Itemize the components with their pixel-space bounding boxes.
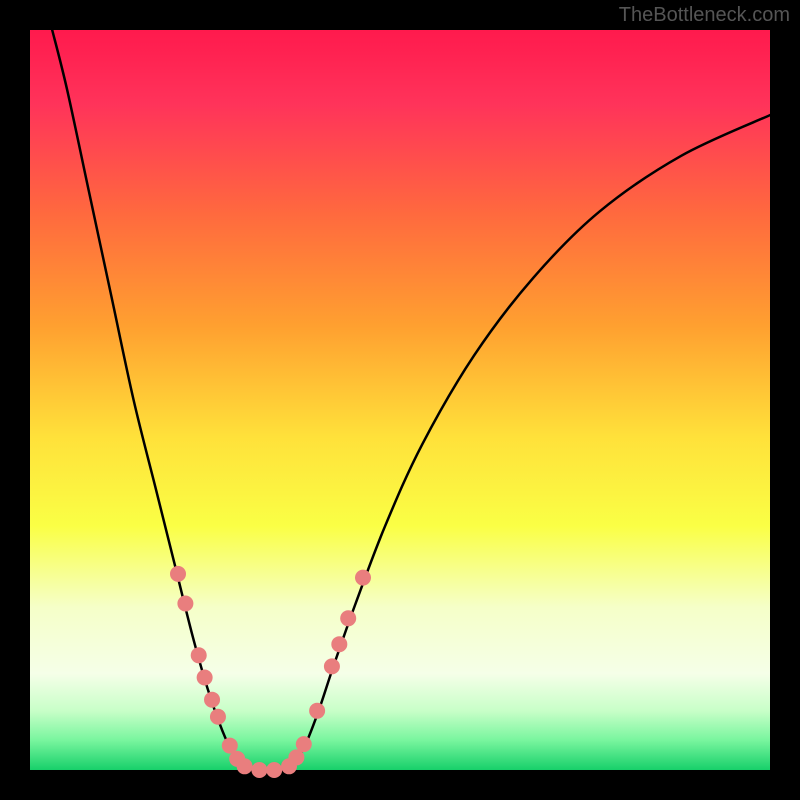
data-marker [266,762,282,778]
data-marker [355,570,371,586]
data-marker [251,762,267,778]
bottleneck-chart-svg [0,0,800,800]
data-marker [324,658,340,674]
data-marker [309,703,325,719]
data-marker [210,709,226,725]
data-marker [331,636,347,652]
data-marker [340,610,356,626]
data-marker [177,596,193,612]
gradient-background [30,30,770,770]
data-marker [237,758,253,774]
data-marker [204,692,220,708]
chart-frame: TheBottleneck.com [0,0,800,800]
data-marker [191,647,207,663]
data-marker [296,736,312,752]
data-marker [170,566,186,582]
data-marker [197,670,213,686]
watermark-text: TheBottleneck.com [619,4,790,27]
